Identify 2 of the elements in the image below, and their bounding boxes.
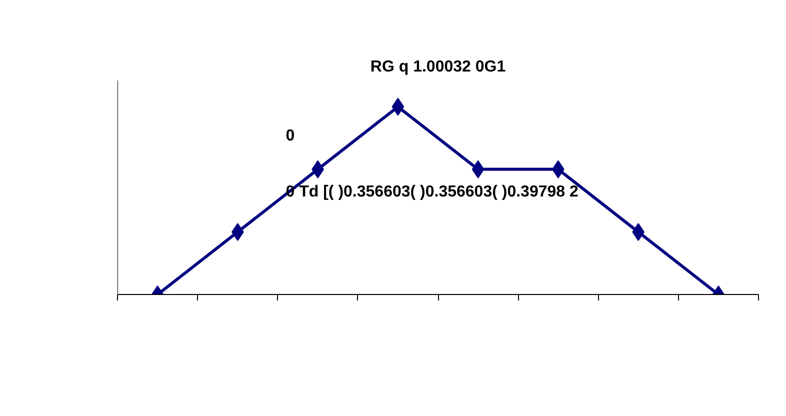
chart-title: RG q 1.00032 0G1 — [370, 58, 506, 76]
annotation: 0 — [286, 128, 295, 145]
